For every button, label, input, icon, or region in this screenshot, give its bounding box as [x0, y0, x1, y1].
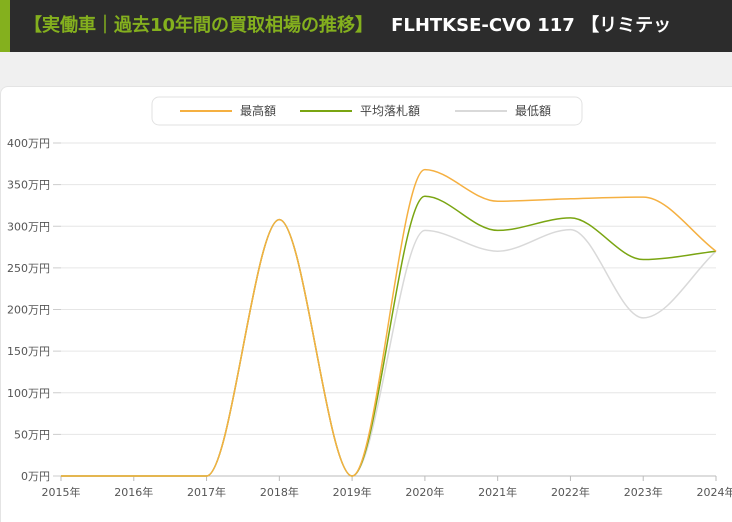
y-tick-label: 300万円: [7, 220, 50, 233]
y-tick-label: 150万円: [7, 345, 50, 358]
series-line-max: [60, 168, 717, 477]
x-tick-label: 2015年: [42, 485, 81, 499]
y-tick-label: 350万円: [7, 179, 50, 192]
y-tick-label: 400万円: [7, 137, 50, 150]
series-line-min: [60, 218, 717, 477]
y-tick-label: 200万円: [7, 304, 50, 317]
title-accent-text: 【実働車｜過去10年間の買取相場の推移】: [24, 15, 374, 36]
page-header: 【実働車｜過去10年間の買取相場の推移】 FLHTKSE-CVO 117 【リミテ…: [0, 0, 732, 52]
x-tick-label: 2024年: [697, 485, 732, 499]
x-tick-label: 2023年: [624, 485, 663, 499]
y-tick-label: 100万円: [7, 387, 50, 400]
title-main-text: FLHTKSE-CVO 117 【リミテッ: [391, 15, 672, 36]
x-tick-label: 2018年: [260, 485, 299, 499]
legend-label[interactable]: 最高額: [240, 103, 276, 118]
page-title: 【実働車｜過去10年間の買取相場の推移】 FLHTKSE-CVO 117 【リミテ…: [24, 0, 671, 52]
x-tick-label: 2016年: [114, 485, 153, 499]
x-tick-label: 2020年: [405, 485, 444, 499]
x-tick-label: 2022年: [551, 485, 590, 499]
y-tick-label: 250万円: [7, 262, 50, 275]
legend-label[interactable]: 平均落札額: [360, 104, 420, 118]
legend-label[interactable]: 最低額: [515, 104, 551, 118]
x-tick-label: 2017年: [187, 485, 226, 499]
y-tick-label: 0万円: [21, 470, 50, 483]
header-accent-bar: [0, 0, 10, 52]
y-tick-label: 50万円: [14, 428, 50, 441]
x-tick-label: 2019年: [333, 485, 372, 499]
legend-box: [151, 96, 583, 126]
x-tick-label: 2021年: [478, 485, 517, 499]
